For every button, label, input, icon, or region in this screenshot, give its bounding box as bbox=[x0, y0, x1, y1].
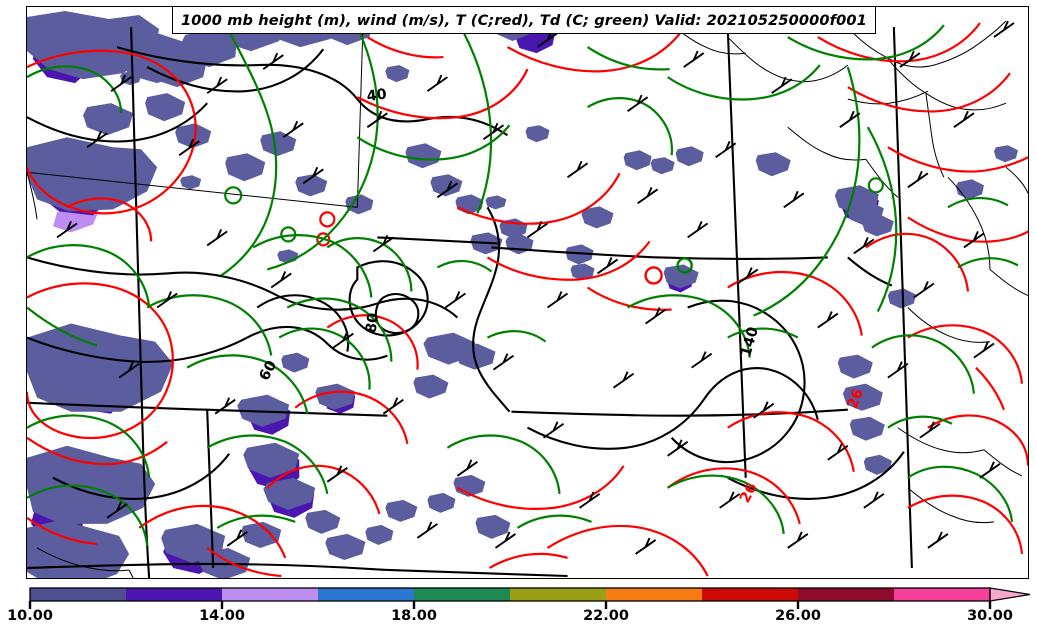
colorbar-tick-label: 18.00 bbox=[391, 608, 437, 624]
dewpoint-contours-layer bbox=[27, 20, 1019, 547]
geographic-boundaries-layer bbox=[27, 12, 1028, 578]
colorbar-segment bbox=[894, 588, 991, 601]
colorbar-segment bbox=[222, 588, 319, 601]
height-contours-layer bbox=[27, 26, 913, 578]
contour-label-40: 40 bbox=[366, 86, 388, 105]
colorbar-swatches bbox=[28, 587, 1031, 609]
colorbar-extend-arrow bbox=[990, 588, 1030, 601]
colorbar: 10.00 14.00 18.00 22.00 26.00 30.00 bbox=[0, 586, 1037, 633]
colorbar-segment bbox=[702, 588, 799, 601]
contour-label-temp-26-east: 26 bbox=[845, 386, 867, 411]
colorbar-tick-label: 14.00 bbox=[199, 608, 245, 624]
colorbar-segment bbox=[126, 588, 223, 601]
wind-barbs-layer bbox=[56, 20, 1015, 555]
plot-title-text: 1000 mb height (m), wind (m/s), T (C;red… bbox=[181, 12, 867, 29]
colorbar-tick-label: 22.00 bbox=[583, 608, 629, 624]
colorbar-segment bbox=[30, 588, 127, 601]
plot-title-box: 1000 mb height (m), wind (m/s), T (C;red… bbox=[172, 6, 876, 34]
contour-label-80: 80 bbox=[363, 312, 382, 334]
colorbar-tick-label: 30.00 bbox=[967, 608, 1013, 624]
colorbar-tick-label: 26.00 bbox=[775, 608, 821, 624]
contour-label-60: 60 bbox=[257, 358, 281, 383]
colorbar-segment bbox=[318, 588, 415, 601]
colorbar-segment bbox=[606, 588, 703, 601]
colorbar-segment bbox=[510, 588, 607, 601]
colorbar-segment bbox=[414, 588, 511, 601]
colorbar-tick-label: 10.00 bbox=[7, 608, 53, 624]
map-plot-axes: 40 60 80 140 26 26 bbox=[26, 6, 1029, 579]
colorbar-segment bbox=[798, 588, 895, 601]
temperature-contours-layer bbox=[27, 22, 1028, 578]
map-render-surface: 40 60 80 140 26 26 bbox=[27, 9, 1028, 578]
